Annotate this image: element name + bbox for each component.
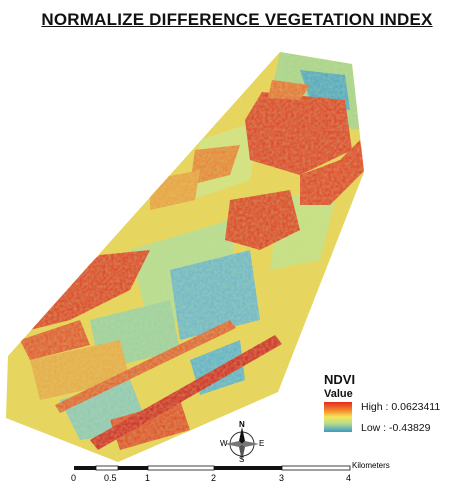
south-label: S xyxy=(239,455,245,464)
scale-unit-label: Kilometers xyxy=(352,461,390,470)
scale-tick-1: 1 xyxy=(145,473,151,483)
scale-tick-4: 4 xyxy=(346,473,352,483)
ndvi-raster xyxy=(6,52,364,462)
scale-bar xyxy=(74,465,351,471)
scale-tick-0: 0 xyxy=(71,473,77,483)
legend-high-label: High : 0.0623411 xyxy=(361,401,441,413)
legend-field-name: Value xyxy=(324,388,353,400)
map-title: NORMALIZE DIFFERENCE VEGETATION INDEX xyxy=(41,10,433,29)
legend-low-label: Low : -0.43829 xyxy=(361,422,431,434)
north-arrow-icon xyxy=(225,427,259,461)
scale-tick-2: 2 xyxy=(211,473,217,483)
scale-tick-0-5: 0.5 xyxy=(104,473,117,483)
east-label: E xyxy=(259,439,265,448)
legend-color-ramp xyxy=(324,402,352,432)
north-label: N xyxy=(239,420,245,429)
scale-tick-3: 3 xyxy=(279,473,285,483)
legend-layer-name: NDVI xyxy=(324,372,356,387)
map-legend: NDVI Value High : 0.0623411 Low : -0.438… xyxy=(324,372,464,434)
west-label: W xyxy=(220,439,228,448)
